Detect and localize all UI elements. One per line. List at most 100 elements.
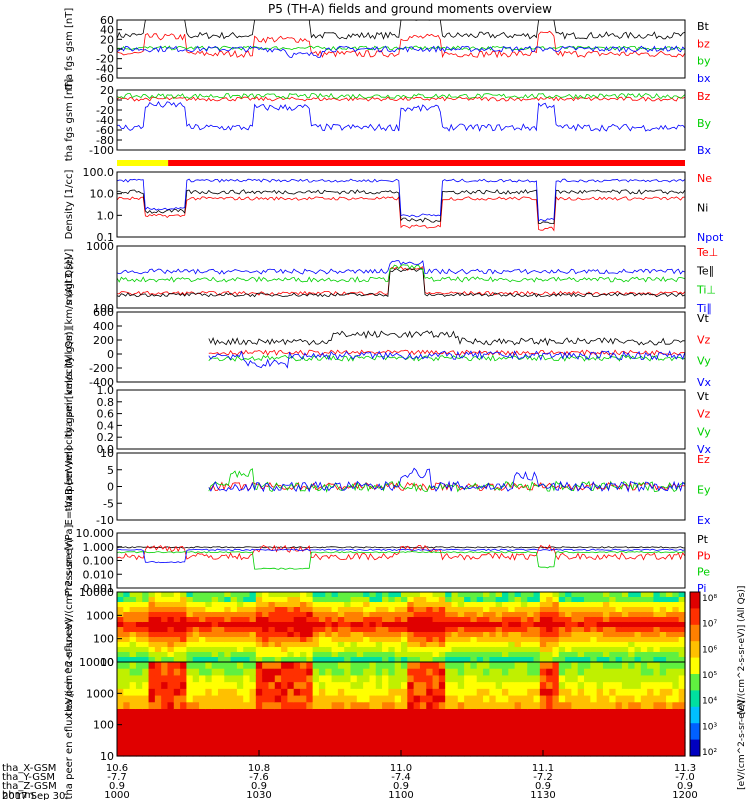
heatmap-cell — [602, 735, 610, 744]
heatmap-cell — [388, 647, 396, 653]
heatmap-cell — [363, 657, 371, 663]
heatmap-cell — [287, 722, 295, 730]
heatmap-cell — [382, 662, 389, 670]
heatmap-cell — [287, 668, 295, 677]
heatmap-cell — [375, 657, 383, 663]
heatmap-cell — [546, 617, 554, 623]
heatmap-cell — [621, 729, 629, 737]
heatmap-cell — [527, 722, 535, 730]
heatmap-cell — [287, 627, 295, 633]
heatmap-cell — [602, 632, 610, 638]
heatmap-cell — [527, 637, 535, 643]
heatmap-cell — [584, 702, 591, 710]
heatmap-cell — [678, 715, 686, 724]
heatmap-cell — [154, 702, 162, 710]
heatmap-cell — [388, 702, 396, 710]
heatmap-cell — [236, 622, 244, 628]
heatmap-cell — [394, 652, 402, 658]
heatmap-cell — [394, 622, 402, 628]
heatmap-cell — [489, 735, 497, 744]
heatmap-cell — [180, 597, 188, 603]
heatmap-cell — [281, 682, 288, 690]
heatmap-cell — [173, 675, 181, 683]
heatmap-cell — [211, 702, 219, 710]
heatmap-cell — [142, 612, 150, 618]
heatmap-cell — [628, 622, 636, 628]
heatmap-cell — [489, 597, 497, 603]
heatmap-cell — [161, 612, 169, 618]
heatmap-cell — [401, 632, 408, 638]
heatmap-cell — [123, 602, 131, 608]
heatmap-cell — [337, 652, 345, 658]
heatmap-cell — [596, 662, 604, 670]
heatmap-cell — [672, 675, 680, 683]
heatmap-cell — [186, 729, 194, 737]
heatmap-cell — [161, 742, 169, 750]
heatmap-cell — [464, 632, 472, 638]
heatmap-cell — [476, 668, 484, 677]
heatmap-cell — [432, 662, 440, 670]
y-tick-label: 10000 — [79, 586, 114, 599]
heatmap-cell — [318, 715, 326, 724]
heatmap-cell — [337, 607, 345, 613]
heatmap-cell — [508, 729, 516, 737]
heatmap-cell — [224, 632, 232, 638]
heatmap-cell — [501, 662, 509, 670]
heatmap-cell — [287, 607, 295, 613]
heatmap-cell — [154, 612, 162, 618]
heatmap-cell — [318, 749, 326, 757]
heatmap-cell — [394, 597, 402, 603]
heatmap-cell — [331, 688, 339, 697]
heatmap-cell — [249, 592, 257, 598]
heatmap-cell — [546, 602, 554, 608]
heatmap-cell — [243, 688, 251, 697]
heatmap-cell — [659, 627, 667, 633]
heatmap-cell — [375, 668, 383, 677]
heatmap-cell — [192, 729, 200, 737]
heatmap-cell — [527, 688, 535, 697]
heatmap-cell — [590, 617, 598, 623]
heatmap-cell — [142, 652, 150, 658]
heatmap-cell — [457, 668, 465, 677]
heatmap-cell — [445, 652, 453, 658]
heatmap-cell — [161, 597, 169, 603]
heatmap-cell — [672, 749, 680, 757]
colorbar-label: [eV/(cm^2-s-sr-eV)] (All Qs)] — [737, 586, 747, 715]
heatmap-cell — [413, 642, 421, 648]
heatmap-cell — [615, 702, 623, 710]
heatmap-cell — [350, 682, 358, 690]
series-Bx — [117, 100, 686, 132]
heatmap-cell — [558, 632, 566, 638]
heatmap-cell — [281, 597, 288, 603]
x-tick-label: -7.2 — [533, 772, 553, 783]
heatmap-cell — [350, 607, 358, 613]
y-axis-label: tha fgs gsm [nT] — [64, 8, 75, 91]
heatmap-cell — [476, 612, 484, 618]
heatmap-cell — [173, 642, 181, 648]
heatmap-cell — [224, 652, 232, 658]
x-tick-label: 0.9 — [677, 781, 693, 792]
heatmap-cell — [161, 607, 169, 613]
heatmap-cell — [243, 617, 251, 623]
heatmap-cell — [388, 682, 396, 690]
heatmap-cell — [501, 675, 509, 683]
heatmap-cell — [577, 602, 585, 608]
heatmap-cell — [546, 675, 554, 683]
heatmap-cell — [186, 668, 194, 677]
heatmap-cell — [508, 602, 516, 608]
heatmap-cell — [672, 592, 680, 598]
heatmap-cell — [281, 642, 288, 648]
heatmap-cell — [571, 632, 579, 638]
heatmap-cell — [501, 597, 509, 603]
heatmap-cell — [369, 709, 377, 717]
heatmap-cell — [312, 607, 320, 613]
heatmap-cell — [647, 682, 655, 690]
heatmap-cell — [413, 668, 421, 677]
heatmap-cell — [615, 729, 623, 737]
heatmap-cell — [356, 647, 364, 653]
heatmap-cell — [243, 607, 251, 613]
heatmap-cell — [634, 729, 642, 737]
heatmap-cell — [325, 735, 333, 744]
y-tick-label: 0 — [107, 348, 114, 361]
